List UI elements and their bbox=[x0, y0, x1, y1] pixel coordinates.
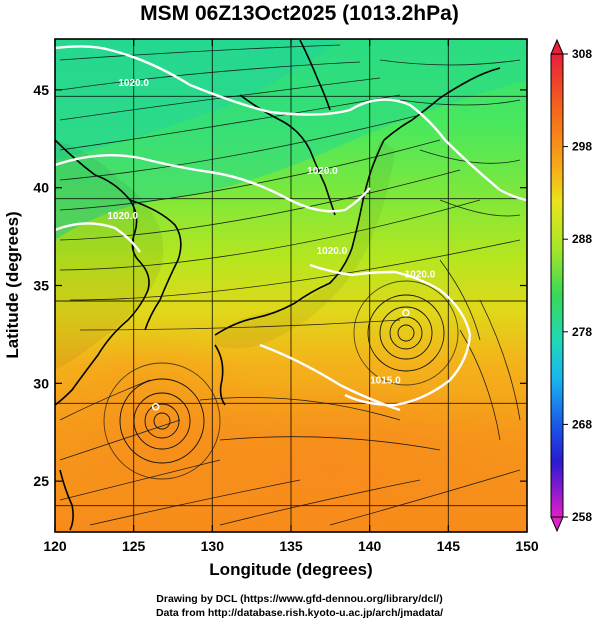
colorbar-ticks: 308 298 288 278 268 258 bbox=[563, 47, 592, 524]
lon-tick-label: 120 bbox=[43, 538, 67, 554]
wind-streamlines bbox=[59, 44, 521, 526]
lon-tick-label: 135 bbox=[279, 538, 303, 554]
map-title: MSM 06Z13Oct2025 (1013.2hPa) bbox=[140, 2, 459, 25]
lon-tick-label: 145 bbox=[437, 538, 461, 554]
lat-tick-label: 30 bbox=[33, 375, 49, 391]
isobar-label: 1020.0 bbox=[118, 78, 149, 89]
lat-tick-label: 35 bbox=[33, 278, 49, 294]
longitude-ticks: 120 125 130 135 140 145 150 bbox=[43, 39, 539, 554]
lon-tick-label: 130 bbox=[201, 538, 225, 554]
colorbar-gradient bbox=[550, 53, 564, 518]
y-axis-label: Latitude (degrees) bbox=[3, 211, 22, 358]
isobar-label: 1020.0 bbox=[307, 166, 338, 177]
latitude-ticks: 25 30 35 40 45 bbox=[33, 82, 527, 489]
colorbar-tick-label: 308 bbox=[572, 47, 592, 61]
isobar-contours bbox=[55, 45, 527, 412]
lon-tick-label: 125 bbox=[122, 538, 146, 554]
isobar-label: 1020.0 bbox=[107, 211, 138, 222]
cyclone-spiral-west bbox=[103, 362, 221, 480]
colorbar-tick-label: 268 bbox=[572, 417, 592, 431]
coastlines bbox=[55, 39, 501, 531]
colorbar-tick-label: 278 bbox=[572, 325, 592, 339]
cyclone-center-marker bbox=[402, 309, 410, 317]
colorbar-tick-label: 258 bbox=[572, 510, 592, 524]
isobar-label: 1020.0 bbox=[317, 246, 348, 257]
cyclone-spiral-east bbox=[353, 280, 459, 386]
cyclone-markers bbox=[151, 309, 410, 411]
cyclone-center-marker bbox=[151, 403, 160, 411]
credit-data: Data from http://database.rish.kyoto-u.a… bbox=[155, 607, 444, 619]
isobar-labels: 1020.0 1020.0 1020.0 1020.0 1020.0 1015.0 bbox=[107, 78, 435, 386]
colorbar-tick-label: 298 bbox=[572, 140, 592, 154]
colorbar-min-arrow bbox=[550, 516, 564, 533]
lat-tick-label: 25 bbox=[33, 473, 49, 489]
lon-tick-label: 150 bbox=[515, 538, 539, 554]
lat-tick-label: 45 bbox=[33, 82, 49, 98]
lat-tick-label: 40 bbox=[33, 180, 49, 196]
colorbar-max-arrow bbox=[550, 38, 564, 55]
temperature-field bbox=[55, 39, 527, 532]
credit-drawing: Drawing by DCL (https://www.gfd-dennou.o… bbox=[156, 593, 443, 605]
x-axis-label: Longitude (degrees) bbox=[209, 560, 372, 579]
colorbar-tick-label: 288 bbox=[572, 232, 592, 246]
colorbar: 308 298 288 278 268 258 bbox=[550, 38, 592, 533]
lon-tick-label: 140 bbox=[358, 538, 382, 554]
isobar-label: 1015.0 bbox=[370, 375, 401, 386]
isobar-label: 1020.0 bbox=[405, 270, 436, 281]
